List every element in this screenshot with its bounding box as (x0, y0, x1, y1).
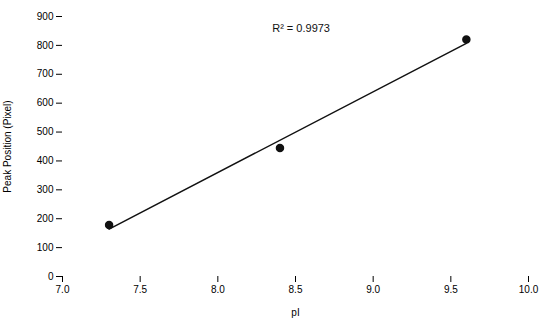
svg-text:0: 0 (48, 271, 54, 282)
svg-text:500: 500 (37, 126, 54, 137)
svg-text:700: 700 (37, 68, 54, 79)
svg-text:300: 300 (37, 184, 54, 195)
svg-text:9.5: 9.5 (444, 284, 458, 295)
svg-text:400: 400 (37, 155, 54, 166)
svg-text:7.0: 7.0 (56, 284, 70, 295)
svg-text:Peak Position (Pixel): Peak Position (Pixel) (2, 100, 13, 192)
svg-text:200: 200 (37, 213, 54, 224)
svg-text:9.0: 9.0 (366, 284, 380, 295)
svg-text:800: 800 (37, 40, 54, 51)
svg-text:100: 100 (37, 242, 54, 253)
svg-text:7.5: 7.5 (133, 284, 147, 295)
svg-text:8.5: 8.5 (289, 284, 303, 295)
svg-text:600: 600 (37, 97, 54, 108)
svg-text:8.0: 8.0 (211, 284, 225, 295)
svg-text:10.0: 10.0 (519, 284, 539, 295)
svg-text:pI: pI (291, 307, 299, 318)
svg-text:R² = 0.9973: R² = 0.9973 (272, 22, 330, 34)
svg-text:900: 900 (37, 11, 54, 22)
